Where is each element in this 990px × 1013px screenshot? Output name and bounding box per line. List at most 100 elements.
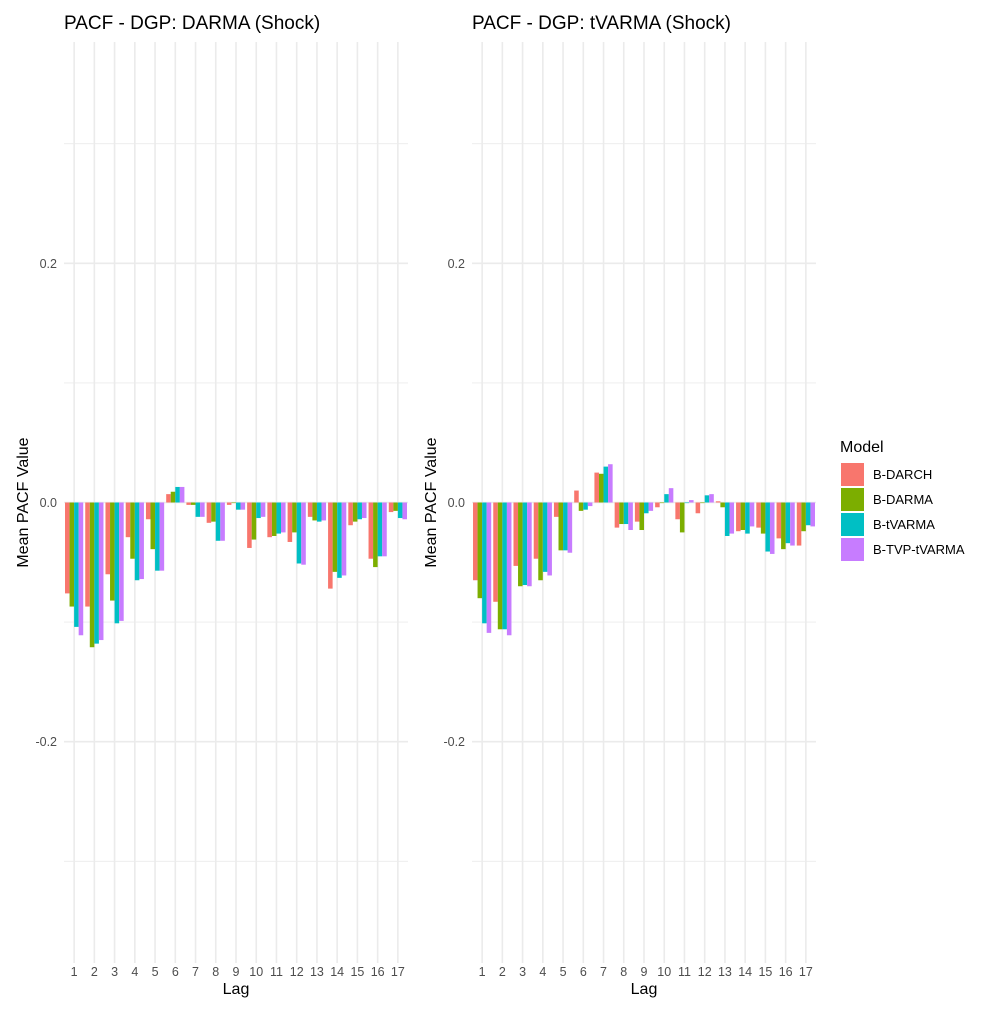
bar-b-tvarma-lag-13: [724, 502, 730, 536]
x-tick-label: 15: [350, 965, 364, 979]
bar-b-darma-lag-7: [598, 473, 604, 503]
bar-b-darch-lag-15: [348, 502, 353, 526]
bar-b-tvp-tvarma-lag-1: [486, 502, 492, 633]
bar-b-darch-lag-4: [533, 502, 539, 559]
panel-title: PACF - DGP: tVARMA (Shock): [472, 13, 731, 34]
bar-b-darch-lag-2: [85, 502, 90, 607]
panel-title: PACF - DGP: DARMA (Shock): [64, 13, 320, 34]
bar-b-darch-lag-3: [105, 502, 111, 575]
bar-b-tvarma-lag-3: [522, 502, 528, 586]
bar-b-darma-lag-8: [619, 502, 624, 525]
bar-b-darch-lag-10: [655, 502, 660, 508]
legend-title: Model: [840, 439, 884, 456]
bar-b-darch-lag-10: [247, 502, 252, 548]
bar-b-darma-lag-1: [477, 502, 483, 599]
bar-b-darma-lag-17: [801, 502, 806, 532]
bar-b-darch-lag-9: [634, 502, 640, 522]
bar-b-tvp-tvarma-lag-4: [547, 502, 552, 576]
bar-b-darma-lag-12: [292, 502, 297, 533]
bar-b-darma-lag-5: [150, 502, 156, 550]
bar-b-darma-lag-16: [373, 502, 378, 568]
bar-b-tvp-tvarma-lag-16: [790, 502, 795, 546]
bar-b-darma-lag-15: [760, 502, 766, 534]
bar-b-darch-lag-5: [553, 502, 559, 517]
x-tick-label: 13: [718, 965, 732, 979]
x-tick-label: 1: [71, 965, 78, 979]
x-tick-label: 7: [192, 965, 199, 979]
bar-b-tvarma-lag-1: [482, 502, 487, 624]
x-tick-label: 11: [678, 965, 691, 979]
legend-label: B-DARMA: [873, 492, 933, 507]
bar-b-tvarma-lag-1: [74, 502, 79, 627]
bar-b-darma-lag-11: [271, 502, 277, 536]
bar-b-tvarma-lag-10: [664, 494, 669, 503]
x-tick-label: 12: [698, 965, 712, 979]
bar-b-tvarma-lag-5: [563, 502, 568, 551]
bar-b-tvarma-lag-15: [765, 502, 770, 552]
x-tick-label: 17: [391, 965, 405, 979]
bar-b-darma-lag-10: [251, 502, 257, 540]
legend-swatch-b-darch: [841, 463, 864, 486]
bar-b-tvp-tvarma-lag-17: [402, 502, 407, 520]
y-tick-label: 0.2: [448, 257, 465, 271]
bar-b-darma-lag-9: [639, 502, 644, 531]
bar-b-darch-lag-17: [388, 502, 394, 513]
bar-b-tvarma-lag-8: [623, 502, 629, 525]
bar-b-darma-lag-14: [332, 502, 338, 572]
bar-b-darma-lag-3: [110, 502, 115, 601]
bar-b-darch-lag-11: [675, 502, 680, 520]
bar-b-tvp-tvarma-lag-16: [382, 502, 387, 557]
x-tick-label: 4: [539, 965, 546, 979]
x-tick-label: 2: [499, 965, 506, 979]
bar-b-darch-lag-11: [267, 502, 272, 538]
bar-b-tvarma-lag-11: [276, 502, 282, 534]
y-tick-label: 0.2: [40, 257, 57, 271]
bar-b-tvp-tvarma-lag-9: [648, 502, 654, 511]
bar-b-darma-lag-11: [679, 502, 685, 533]
bar-b-tvp-tvarma-lag-11: [281, 502, 286, 533]
x-tick-label: 8: [212, 965, 219, 979]
bar-b-darma-lag-12: [700, 502, 705, 504]
bar-b-darma-lag-13: [720, 502, 725, 508]
x-tick-label: 13: [310, 965, 324, 979]
bar-b-tvarma-lag-10: [256, 502, 261, 519]
bar-b-darch-lag-9: [226, 502, 232, 505]
x-tick-label: 9: [641, 965, 648, 979]
bar-b-darch-lag-16: [776, 502, 782, 539]
bar-b-darma-lag-2: [89, 502, 95, 648]
y-tick-label: -0.2: [443, 735, 465, 749]
bar-b-tvp-tvarma-lag-4: [139, 502, 144, 580]
bar-b-tvp-tvarma-lag-2: [98, 502, 104, 641]
x-tick-label: 4: [131, 965, 138, 979]
bar-b-tvp-tvarma-lag-13: [729, 502, 735, 534]
bar-b-darch-lag-2: [493, 502, 498, 602]
bar-b-tvp-tvarma-lag-12: [709, 494, 714, 503]
bar-b-darma-lag-8: [211, 502, 216, 522]
bar-b-darch-lag-5: [145, 502, 151, 520]
bar-b-tvp-tvarma-lag-6: [179, 486, 185, 503]
bar-b-darch-lag-14: [736, 502, 741, 532]
bar-b-darma-lag-4: [130, 502, 135, 559]
bar-b-tvp-tvarma-lag-11: [689, 500, 694, 503]
bar-b-darma-lag-13: [312, 502, 317, 521]
bar-b-darch-lag-3: [513, 502, 519, 566]
bar-b-darch-lag-14: [328, 502, 333, 589]
bar-b-tvp-tvarma-lag-8: [220, 502, 225, 541]
x-tick-label: 3: [111, 965, 118, 979]
bar-b-tvp-tvarma-lag-17: [810, 502, 815, 527]
x-tick-label: 6: [172, 965, 179, 979]
bar-b-tvarma-lag-7: [195, 502, 201, 517]
bar-b-darch-lag-15: [756, 502, 761, 528]
bar-b-darma-lag-14: [740, 502, 746, 531]
bar-b-darch-lag-6: [166, 494, 171, 503]
bar-b-tvarma-lag-4: [542, 502, 548, 572]
legend-label: B-tVARMA: [873, 517, 935, 532]
x-tick-label: 15: [758, 965, 772, 979]
x-axis-title: Lag: [223, 981, 250, 998]
x-tick-label: 17: [799, 965, 813, 979]
x-tick-label: 10: [657, 965, 671, 979]
bar-b-darch-lag-4: [125, 502, 131, 538]
y-axis-title: Mean PACF Value: [423, 437, 440, 567]
bar-b-tvarma-lag-16: [785, 502, 791, 544]
